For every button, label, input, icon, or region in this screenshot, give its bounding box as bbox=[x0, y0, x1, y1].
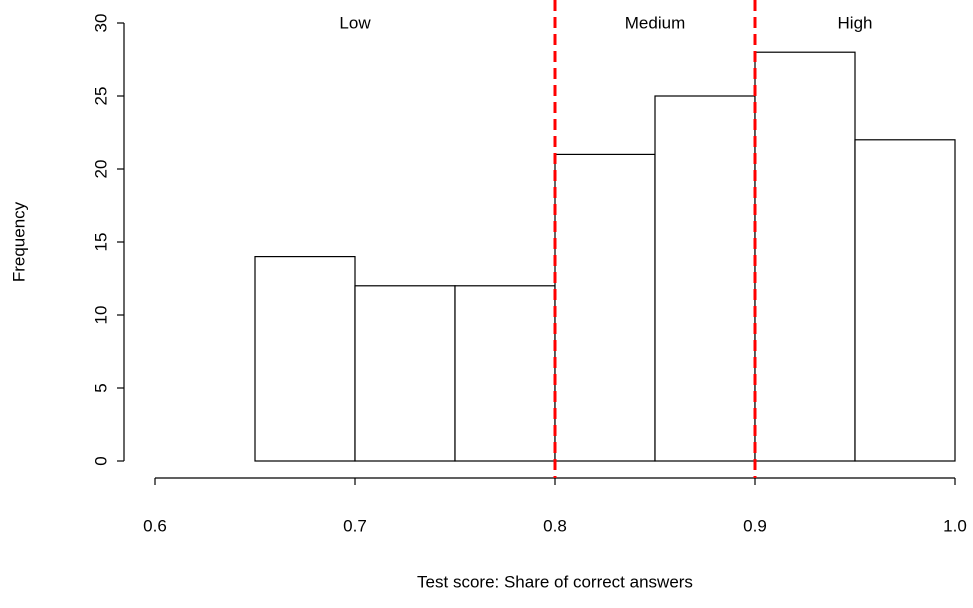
x-tick-label: 0.6 bbox=[143, 516, 167, 535]
y-tick-label: 15 bbox=[91, 233, 110, 252]
y-tick-label: 0 bbox=[91, 456, 110, 465]
x-tick-label: 1.0 bbox=[943, 516, 967, 535]
bar bbox=[554, 153, 656, 462]
bar bbox=[354, 285, 456, 462]
x-tick-label: 0.9 bbox=[743, 516, 767, 535]
y-tick-label: 30 bbox=[91, 14, 110, 33]
annotation: Low bbox=[339, 13, 371, 32]
y-tick-label: 10 bbox=[91, 306, 110, 325]
bar bbox=[854, 139, 956, 462]
y-tick-label: 20 bbox=[91, 160, 110, 179]
x-axis-label: Test score: Share of correct answers bbox=[417, 572, 693, 591]
annotation: High bbox=[838, 13, 873, 32]
bar bbox=[654, 95, 756, 462]
y-axis-label: Frequency bbox=[9, 201, 28, 282]
y-tick-label: 5 bbox=[91, 383, 110, 392]
bar bbox=[254, 256, 356, 462]
bar bbox=[754, 51, 856, 462]
annotation: Medium bbox=[625, 13, 685, 32]
bar bbox=[454, 285, 556, 462]
x-tick-label: 0.7 bbox=[343, 516, 367, 535]
x-tick-label: 0.8 bbox=[543, 516, 567, 535]
y-tick-label: 25 bbox=[91, 87, 110, 106]
